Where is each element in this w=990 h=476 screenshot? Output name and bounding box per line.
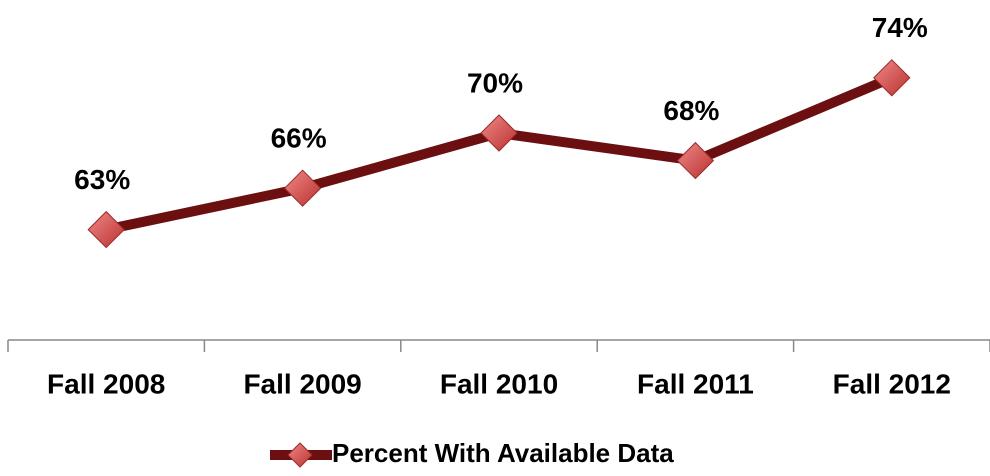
- data-label: 66%: [271, 123, 327, 154]
- marker: [283, 169, 322, 207]
- x-tick-label: Fall 2008: [47, 368, 165, 399]
- data-label: 63%: [74, 164, 130, 195]
- x-tick-label: Fall 2011: [637, 368, 754, 399]
- marker: [873, 59, 911, 97]
- x-tick-label: Fall 2010: [440, 368, 558, 399]
- data-label: 68%: [663, 95, 719, 126]
- series-line: [105, 73, 894, 235]
- marker: [676, 141, 715, 180]
- marker: [87, 210, 125, 249]
- data-label: 74%: [872, 12, 928, 43]
- legend-label: Percent With Available Data: [332, 438, 674, 468]
- legend-marker: [287, 442, 313, 468]
- x-tick-label: Fall 2012: [833, 368, 951, 399]
- x-tick-label: Fall 2009: [243, 368, 361, 399]
- data-label: 70%: [467, 67, 523, 98]
- marker: [480, 114, 518, 152]
